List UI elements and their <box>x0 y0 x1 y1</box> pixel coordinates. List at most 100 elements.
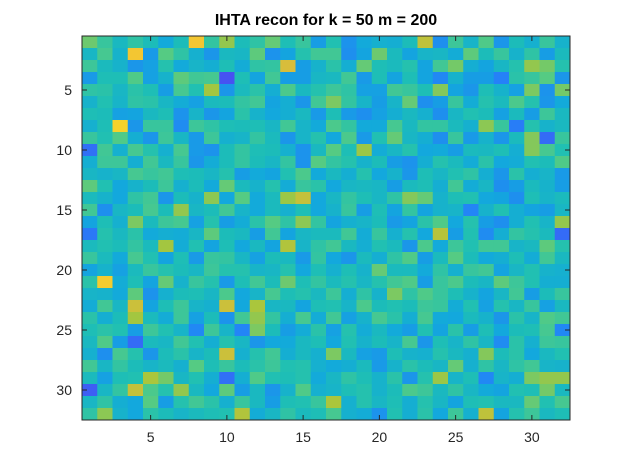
heatmap-cell <box>204 408 220 421</box>
heatmap-cell <box>509 96 525 109</box>
heatmap-cell <box>173 312 190 325</box>
heatmap-cell <box>509 60 525 73</box>
heatmap-cell <box>493 216 510 229</box>
heatmap-cell <box>188 324 205 337</box>
heatmap-cell <box>371 264 388 277</box>
heatmap-cell <box>295 156 312 169</box>
heatmap-cell <box>509 180 525 193</box>
heatmap-cell <box>310 36 327 49</box>
heatmap-cell <box>417 72 434 85</box>
heatmap-cell <box>509 108 525 121</box>
heatmap-cell <box>188 288 205 301</box>
heatmap-cell <box>463 264 479 277</box>
heatmap-cell <box>97 156 113 169</box>
heatmap-cell <box>554 312 571 325</box>
heatmap-cell <box>402 336 418 349</box>
heatmap-cell <box>280 372 296 385</box>
heatmap-cell <box>143 384 159 397</box>
heatmap-cell <box>280 396 296 409</box>
heatmap-cell <box>493 264 510 277</box>
heatmap-cell <box>310 276 327 289</box>
heatmap-cell <box>387 324 403 337</box>
heatmap-cell <box>112 264 129 277</box>
heatmap-cell <box>326 60 342 73</box>
heatmap-cell <box>310 144 327 157</box>
heatmap-cell <box>432 324 449 337</box>
heatmap-cell <box>82 276 98 289</box>
heatmap-cell <box>82 156 98 169</box>
heatmap-cell <box>97 108 113 121</box>
heatmap-cell <box>371 156 388 169</box>
heatmap-cell <box>356 72 373 85</box>
heatmap-cell <box>478 264 495 277</box>
heatmap-cell <box>326 360 342 373</box>
heatmap-cell <box>280 132 296 145</box>
heatmap-cell <box>143 108 159 121</box>
heatmap-cell <box>371 144 388 157</box>
heatmap-cell <box>463 300 479 313</box>
heatmap-cell <box>463 96 479 109</box>
heatmap-cell <box>188 372 205 385</box>
heatmap-cell <box>509 408 525 421</box>
heatmap-cell <box>234 132 251 145</box>
heatmap-cell <box>173 240 190 253</box>
heatmap-cell <box>493 312 510 325</box>
heatmap-cell <box>249 408 266 421</box>
heatmap-cell <box>265 84 281 97</box>
heatmap-cell <box>463 216 479 229</box>
heatmap-cell <box>97 336 113 349</box>
heatmap-cell <box>295 48 312 61</box>
heatmap-cell <box>539 180 556 193</box>
heatmap-cell <box>341 72 357 85</box>
heatmap-cell <box>265 48 281 61</box>
heatmap-cell <box>417 264 434 277</box>
heatmap-cell <box>143 48 159 61</box>
heatmap-cell <box>265 192 281 205</box>
heatmap-cell <box>371 216 388 229</box>
heatmap-cell <box>249 168 266 181</box>
heatmap-cell <box>265 216 281 229</box>
heatmap-cell <box>341 396 357 409</box>
heatmap-cell <box>509 396 525 409</box>
heatmap-cell <box>188 276 205 289</box>
heatmap-cell <box>539 336 556 349</box>
heatmap-cell <box>539 72 556 85</box>
heatmap-cell <box>295 240 312 253</box>
heatmap-cell <box>341 60 357 73</box>
heatmap-cell <box>82 240 98 253</box>
heatmap-cell <box>402 132 418 145</box>
heatmap-cell <box>82 108 98 121</box>
heatmap-cell <box>417 336 434 349</box>
x-tick-label: 30 <box>524 429 540 445</box>
heatmap-cell <box>143 156 159 169</box>
heatmap-cell <box>173 72 190 85</box>
heatmap-cell <box>524 72 540 85</box>
heatmap-cell <box>127 240 144 253</box>
heatmap-cell <box>204 300 220 313</box>
heatmap-cell <box>493 300 510 313</box>
heatmap-cell <box>326 372 342 385</box>
heatmap-cell <box>478 408 495 421</box>
heatmap-cell <box>280 324 296 337</box>
heatmap-cell <box>326 252 342 265</box>
heatmap-cell <box>97 408 113 421</box>
heatmap-cell <box>371 192 388 205</box>
heatmap-cell <box>173 108 190 121</box>
heatmap-cell <box>509 384 525 397</box>
heatmap-cell <box>127 288 144 301</box>
heatmap-cell <box>326 84 342 97</box>
heatmap-cell <box>356 216 373 229</box>
heatmap-cell <box>539 396 556 409</box>
heatmap-cell <box>554 192 571 205</box>
heatmap-cell <box>204 180 220 193</box>
heatmap-cell <box>371 168 388 181</box>
heatmap-cell <box>112 96 129 109</box>
heatmap-cell <box>82 360 98 373</box>
heatmap-cell <box>326 36 342 49</box>
heatmap-cell <box>97 36 113 49</box>
heatmap-cell <box>432 360 449 373</box>
heatmap-cell <box>417 372 434 385</box>
heatmap-cell <box>295 360 312 373</box>
heatmap-cell <box>219 288 235 301</box>
x-axis: 5 10 15 20 25 30 <box>147 36 540 445</box>
